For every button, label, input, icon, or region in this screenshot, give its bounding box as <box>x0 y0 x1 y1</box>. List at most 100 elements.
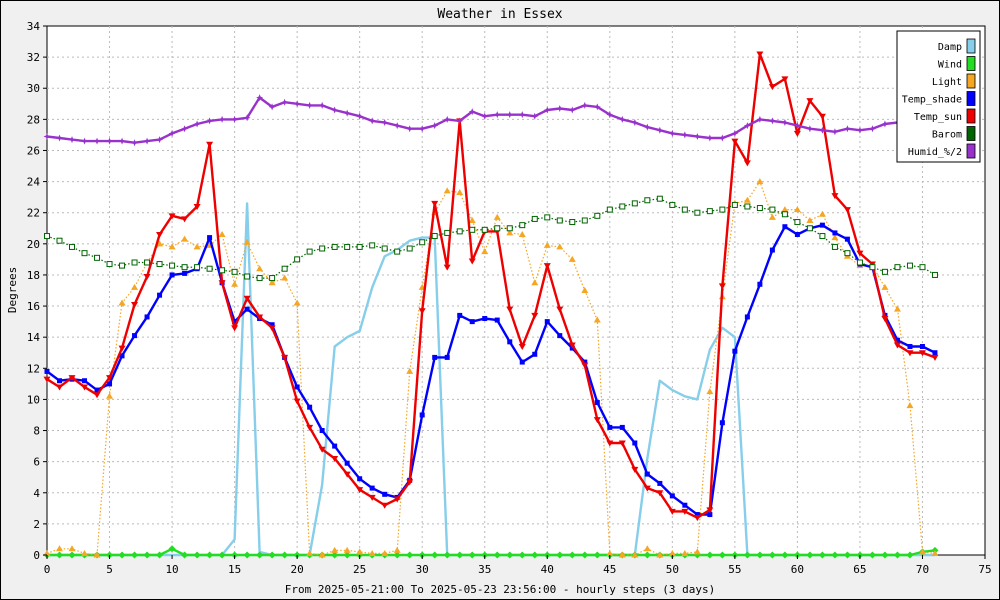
data-point-light <box>318 551 326 558</box>
legend-swatch-humid-2 <box>966 143 976 159</box>
data-point-humid-2 <box>556 104 564 112</box>
data-point-wind <box>781 551 789 559</box>
data-point-temp-sun <box>643 485 651 492</box>
legend-label-damp: Damp <box>938 42 962 53</box>
plot-area <box>46 25 986 556</box>
data-point-wind <box>906 551 914 559</box>
data-point-humid-2 <box>318 101 326 109</box>
data-point-temp-sun <box>793 130 801 137</box>
y-axis-label: Degrees <box>6 267 19 313</box>
data-point-humid-2 <box>131 139 139 147</box>
data-point-temp-shade <box>432 354 438 360</box>
data-point-light <box>193 243 201 250</box>
data-point-barom <box>656 195 663 202</box>
data-point-temp-sun <box>318 446 326 453</box>
y-tick-label: 26 <box>27 144 40 157</box>
data-point-barom <box>294 256 301 263</box>
data-point-humid-2 <box>356 112 364 120</box>
data-point-barom <box>56 237 63 244</box>
data-point-temp-sun <box>681 508 689 515</box>
data-point-temp-shade <box>894 337 900 343</box>
data-point-wind <box>218 551 226 559</box>
data-point-temp-shade <box>907 344 913 350</box>
data-point-barom <box>644 197 651 204</box>
data-point-temp-sun <box>306 424 314 431</box>
data-point-temp-shade <box>157 292 163 298</box>
data-point-temp-sun <box>768 84 776 91</box>
data-point-light <box>793 206 801 213</box>
x-tick-label: 30 <box>416 563 429 576</box>
data-point-barom <box>894 264 901 271</box>
data-point-temp-shade <box>369 485 375 491</box>
data-point-barom <box>269 275 276 282</box>
data-point-wind <box>843 551 851 559</box>
x-tick-label: 50 <box>666 563 679 576</box>
data-point-humid-2 <box>831 128 839 136</box>
data-point-light <box>518 230 526 237</box>
data-point-temp-sun <box>381 502 389 509</box>
data-point-barom <box>619 203 626 210</box>
series-wind <box>43 545 939 559</box>
data-point-wind <box>881 551 889 559</box>
series-barom <box>44 195 938 282</box>
data-point-barom <box>219 267 226 274</box>
data-point-humid-2 <box>306 101 314 109</box>
data-point-wind <box>818 551 826 559</box>
data-point-wind <box>118 551 126 559</box>
data-point-temp-shade <box>732 348 738 354</box>
data-point-temp-sun <box>131 302 139 309</box>
y-tick-label: 12 <box>27 362 40 375</box>
data-point-light <box>356 548 364 555</box>
data-point-temp-sun <box>243 295 251 302</box>
data-point-barom <box>156 261 163 268</box>
data-point-light <box>918 548 926 555</box>
x-tick-label: 20 <box>291 563 304 576</box>
data-point-temp-sun <box>268 325 276 332</box>
data-point-light <box>43 549 51 556</box>
data-point-temp-shade <box>44 368 50 374</box>
data-point-temp-sun <box>331 456 339 463</box>
data-point-temp-shade <box>819 222 825 228</box>
data-point-barom <box>419 239 426 246</box>
data-point-temp-shade <box>757 281 763 287</box>
data-point-light <box>268 279 276 286</box>
data-point-light <box>181 235 189 242</box>
data-point-humid-2 <box>56 134 64 142</box>
data-point-light <box>306 549 314 556</box>
data-point-temp-shade <box>107 381 113 387</box>
data-point-light <box>456 188 464 195</box>
data-point-wind <box>56 551 64 559</box>
data-point-barom <box>256 275 263 282</box>
data-point-barom <box>544 214 551 221</box>
data-point-humid-2 <box>506 111 514 119</box>
x-tick-label: 70 <box>916 563 929 576</box>
data-point-temp-sun <box>143 273 151 280</box>
legend-swatch-temp-shade <box>966 91 976 106</box>
data-point-barom <box>819 233 826 240</box>
x-axis-label: From 2025-05-21:00 To 2025-05-23 23:56:0… <box>285 583 715 596</box>
data-point-humid-2 <box>468 108 476 116</box>
data-point-light <box>156 240 164 247</box>
data-point-temp-sun <box>193 203 201 210</box>
data-point-wind <box>168 545 176 553</box>
data-point-temp-sun <box>693 515 701 522</box>
data-point-temp-sun <box>743 160 751 167</box>
data-point-barom <box>769 206 776 213</box>
data-point-humid-2 <box>768 117 776 125</box>
data-point-humid-2 <box>343 109 351 117</box>
legend-box <box>896 30 981 163</box>
data-point-barom <box>531 215 538 222</box>
data-point-light <box>481 248 489 255</box>
data-point-temp-sun <box>406 479 414 486</box>
data-point-wind <box>531 551 539 559</box>
y-tick-label: 20 <box>27 238 40 251</box>
data-point-temp-shade <box>932 350 938 356</box>
data-point-temp-sun <box>93 392 101 399</box>
data-point-humid-2 <box>381 118 389 126</box>
data-point-temp-shade <box>307 404 313 410</box>
data-point-temp-shade <box>457 312 463 318</box>
data-point-wind <box>768 551 776 559</box>
data-point-temp-shade <box>844 236 850 242</box>
data-point-light <box>643 545 651 552</box>
data-point-temp-shade <box>169 272 175 278</box>
